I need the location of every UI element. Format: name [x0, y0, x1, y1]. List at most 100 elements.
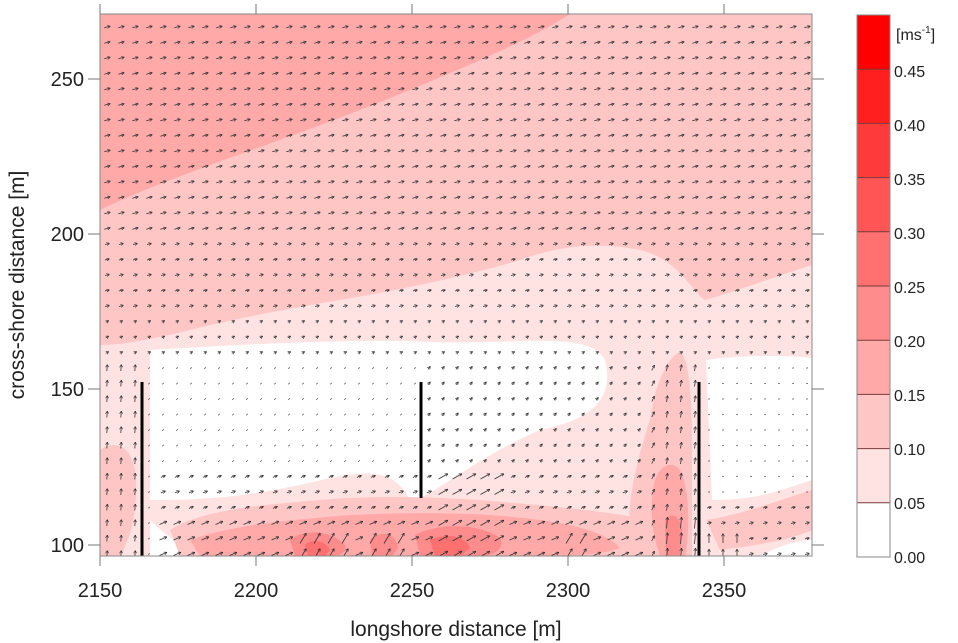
velocity-arrow [286, 150, 292, 152]
velocity-arrow [806, 460, 808, 462]
velocity-arrow [552, 166, 558, 168]
velocity-arrow [678, 228, 684, 230]
velocity-arrow [426, 244, 431, 245]
velocity-arrow [804, 197, 810, 199]
velocity-arrow [664, 104, 670, 106]
velocity-arrow [107, 458, 108, 465]
velocity-arrow [188, 88, 194, 90]
velocity-arrow [468, 42, 474, 44]
velocity-arrow [160, 150, 166, 152]
velocity-arrow [720, 259, 725, 260]
velocity-arrow [202, 135, 208, 137]
velocity-arrow [412, 119, 418, 121]
velocity-arrow [132, 275, 137, 276]
velocity-arrow [706, 135, 712, 137]
velocity-arrow [384, 244, 389, 245]
velocity-arrow [258, 119, 264, 121]
velocity-arrow [538, 57, 544, 59]
velocity-arrow [107, 520, 108, 527]
velocity-arrow [566, 212, 572, 214]
velocity-arrow [566, 150, 572, 152]
velocity-arrow [636, 135, 642, 137]
velocity-arrow [608, 26, 614, 28]
velocity-arrow [356, 88, 362, 90]
velocity-arrow [762, 181, 768, 183]
velocity-arrow [118, 135, 124, 137]
velocity-arrow [146, 259, 151, 260]
velocity-arrow [692, 73, 698, 75]
velocity-arrow [258, 275, 263, 276]
velocity-arrow [708, 491, 710, 493]
velocity-arrow [426, 88, 432, 90]
velocity-arrow [440, 57, 446, 59]
velocity-arrow [580, 212, 586, 214]
velocity-arrow [188, 57, 194, 59]
velocity-arrow [496, 244, 501, 245]
velocity-arrow [762, 26, 768, 28]
velocity-arrow [622, 73, 628, 75]
velocity-arrow [118, 119, 124, 121]
velocity-arrow [622, 166, 628, 168]
velocity-arrow [174, 166, 180, 168]
velocity-arrow [790, 181, 796, 183]
velocity-arrow [412, 181, 418, 183]
velocity-arrow [496, 88, 502, 90]
velocity-arrow [776, 181, 782, 183]
velocity-arrow [510, 88, 516, 90]
velocity-arrow [510, 150, 516, 152]
velocity-arrow [482, 166, 488, 168]
x-tick-label: 2250 [390, 580, 435, 602]
velocity-arrow [622, 259, 627, 260]
velocity-arrow [790, 244, 795, 245]
velocity-arrow [510, 57, 516, 59]
velocity-arrow [174, 197, 180, 199]
velocity-arrow [412, 42, 418, 44]
velocity-arrow [132, 228, 138, 230]
velocity-arrow [622, 88, 628, 90]
velocity-arrow [160, 104, 166, 106]
velocity-arrow [132, 150, 138, 152]
velocity-arrow [678, 150, 684, 152]
velocity-arrow [482, 26, 488, 28]
x-tick-label: 2150 [78, 580, 123, 602]
velocity-arrow [748, 88, 754, 90]
velocity-arrow [566, 42, 572, 44]
velocity-arrow [216, 119, 222, 121]
y-tick-label: 250 [51, 69, 84, 91]
velocity-arrow [792, 367, 794, 369]
y-tick-labels: 250 200 150 100 [51, 69, 84, 557]
velocity-arrow [524, 197, 530, 199]
velocity-arrow [720, 150, 726, 152]
velocity-arrow [692, 150, 698, 152]
velocity-arrow [412, 57, 418, 59]
velocity-arrow [720, 26, 726, 28]
velocity-arrow [750, 460, 752, 462]
velocity-arrow [135, 520, 136, 527]
velocity-arrow [764, 367, 766, 369]
velocity-arrow [734, 228, 740, 230]
velocity-arrow [356, 212, 362, 214]
velocity-arrow [692, 42, 698, 44]
velocity-arrow [258, 26, 264, 28]
velocity-arrow [468, 166, 474, 168]
velocity-arrow [790, 57, 796, 59]
velocity-arrow [636, 259, 641, 260]
velocity-arrow [552, 259, 557, 260]
velocity-arrow [272, 73, 278, 75]
velocity-arrow [216, 212, 222, 214]
colorbar [856, 14, 891, 558]
velocity-arrow [804, 104, 810, 106]
velocity-arrow [135, 427, 136, 434]
velocity-arrow [160, 212, 166, 214]
velocity-arrow [342, 26, 348, 28]
velocity-arrow [622, 26, 628, 28]
velocity-arrow [258, 166, 264, 168]
velocity-arrow [118, 104, 124, 106]
velocity-arrow [762, 228, 768, 230]
velocity-arrow [188, 228, 194, 230]
velocity-arrow [202, 119, 208, 121]
velocity-arrow [216, 73, 222, 75]
velocity-arrow [314, 259, 319, 260]
velocity-arrow [608, 119, 614, 121]
velocity-arrow [286, 244, 291, 245]
